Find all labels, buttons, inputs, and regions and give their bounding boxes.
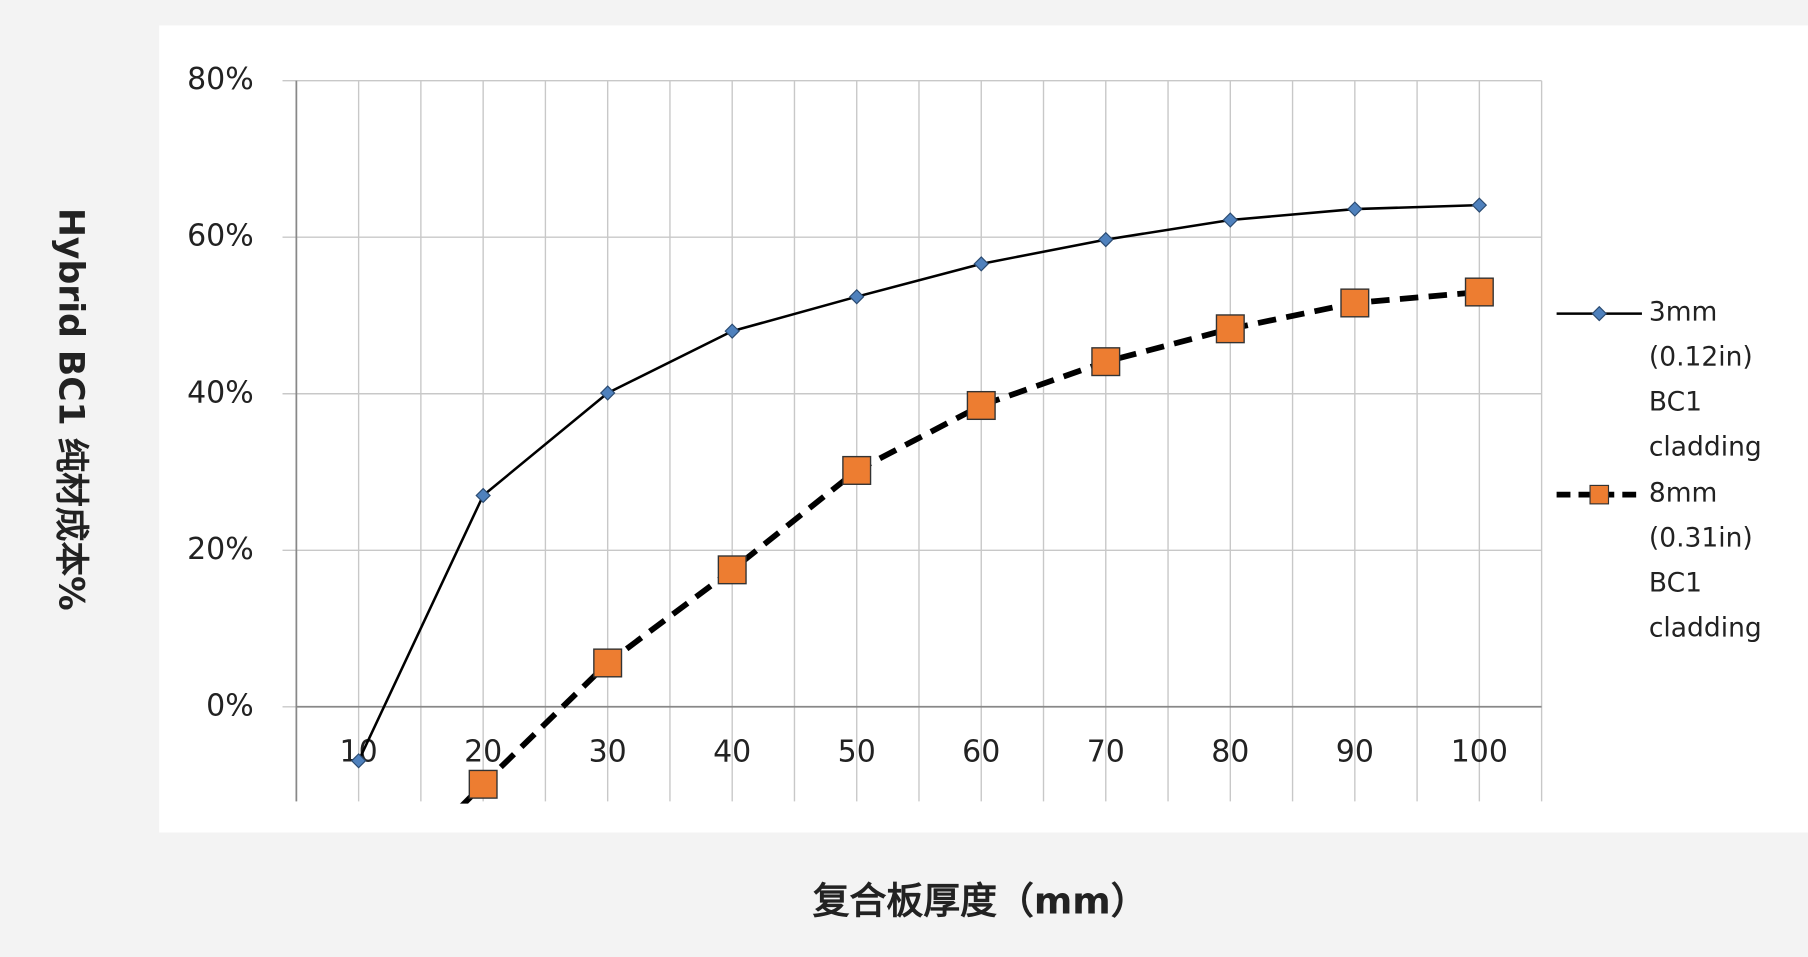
x-tick-label: 20 xyxy=(464,734,502,769)
marker xyxy=(1215,314,1245,344)
marker xyxy=(966,390,996,421)
legend-label: 3mm (0.12in) BC1 cladding xyxy=(1648,297,1762,463)
legend-label: 8mm (0.31in) BC1 cladding xyxy=(1648,478,1762,644)
marker xyxy=(724,323,740,339)
y-tick-label: 60% xyxy=(187,219,254,254)
x-tick-label: 30 xyxy=(589,734,627,769)
marker xyxy=(1340,288,1370,318)
marker xyxy=(1091,347,1121,377)
marker xyxy=(842,455,872,485)
chart-area xyxy=(159,25,1808,833)
legend-marker xyxy=(1589,484,1610,505)
x-tick-label: 70 xyxy=(1087,734,1125,769)
x-tick-label: 90 xyxy=(1336,734,1374,769)
x-tick-label: 100 xyxy=(1451,734,1508,769)
x-axis-title: 复合板厚度（mm） xyxy=(813,879,1148,922)
marker xyxy=(1471,197,1488,213)
y-tick-label: 20% xyxy=(187,532,254,567)
legend-item: 3mm (0.12in) BC1 cladding xyxy=(1648,297,1762,463)
marker xyxy=(1464,277,1494,307)
marker xyxy=(1222,212,1239,228)
marker xyxy=(468,769,498,799)
line xyxy=(357,203,1480,762)
x-tick-label: 40 xyxy=(713,734,751,769)
marker xyxy=(475,487,491,504)
legend-marker xyxy=(1591,305,1607,322)
marker xyxy=(345,896,373,924)
y-tick-label: 40% xyxy=(187,375,254,410)
x-tick-label: 60 xyxy=(962,734,1000,769)
marker xyxy=(717,555,747,585)
y-tick-label: 0% xyxy=(206,688,254,723)
plot xyxy=(345,197,1494,924)
x-tick-label: 80 xyxy=(1211,734,1249,769)
marker xyxy=(599,385,616,401)
x-tick-label: 50 xyxy=(838,734,876,769)
marker xyxy=(973,256,989,272)
marker xyxy=(593,648,623,678)
legend-item: 8mm (0.31in) BC1 cladding xyxy=(1648,478,1762,644)
marker xyxy=(350,753,367,769)
marker xyxy=(1098,231,1114,248)
y-axis-title: Hybrid BC1 纯材成本% xyxy=(51,208,91,611)
y-tick-label: 80% xyxy=(187,62,254,97)
line xyxy=(459,289,1480,804)
marker xyxy=(1347,201,1363,217)
marker xyxy=(848,288,865,305)
